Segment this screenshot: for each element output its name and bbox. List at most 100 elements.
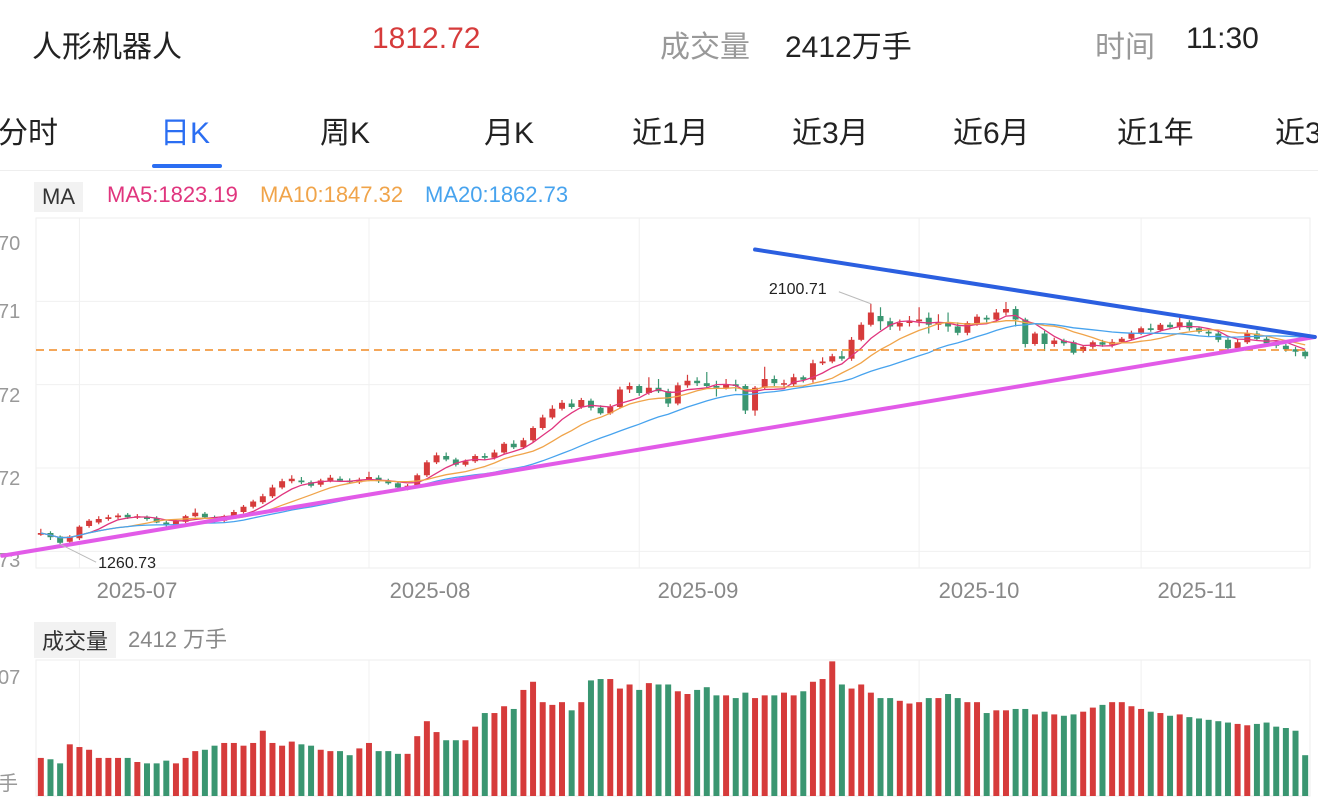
tab-1-month[interactable]: 近1月 bbox=[632, 117, 709, 150]
volume-bar bbox=[848, 688, 855, 796]
candle-body bbox=[1157, 324, 1164, 330]
volume-bar bbox=[443, 740, 450, 796]
volume-bar bbox=[742, 692, 749, 796]
volume-bars bbox=[37, 661, 1309, 796]
candle-body bbox=[365, 477, 372, 480]
volume-bar bbox=[144, 763, 150, 796]
volume-bar bbox=[1253, 723, 1260, 796]
volume-bar bbox=[655, 684, 662, 796]
candle-body bbox=[308, 482, 315, 486]
candle-body bbox=[385, 481, 392, 484]
candle-body bbox=[1128, 332, 1135, 339]
volume-bar bbox=[1282, 728, 1289, 796]
candle-body bbox=[1186, 322, 1193, 329]
candle-body bbox=[723, 384, 730, 388]
index-name: 人形机器人 bbox=[32, 31, 182, 64]
y-tick-label: 70 bbox=[0, 233, 20, 255]
tab-weekly-k[interactable]: 周K bbox=[320, 117, 371, 150]
candle-body bbox=[201, 513, 208, 518]
candle-body bbox=[1253, 333, 1260, 339]
volume-bar bbox=[761, 695, 768, 796]
candle-body bbox=[1224, 339, 1231, 349]
volume-bar bbox=[916, 702, 923, 796]
candle-body bbox=[230, 512, 237, 517]
tab-6-months[interactable]: 近6月 bbox=[953, 117, 1030, 150]
volume-bar bbox=[105, 757, 112, 796]
volume-bar bbox=[674, 691, 681, 796]
candle-body bbox=[57, 536, 64, 543]
candle-body bbox=[790, 377, 797, 385]
current-price: 1812.72 bbox=[372, 22, 481, 55]
tab-1-year[interactable]: 近1年 bbox=[1117, 117, 1194, 150]
volume-bar bbox=[1215, 721, 1222, 796]
candle-body bbox=[288, 478, 295, 482]
volume-bar bbox=[819, 679, 826, 796]
candle-body bbox=[1196, 328, 1202, 332]
volume-bar bbox=[269, 742, 276, 796]
overlays bbox=[0, 247, 1317, 563]
volume-bar bbox=[713, 695, 720, 796]
tab-daily-k[interactable]: 日K bbox=[160, 117, 211, 150]
price-grid bbox=[35, 217, 1311, 797]
volume-bar bbox=[153, 763, 160, 796]
ma5-line bbox=[40, 314, 1306, 539]
candle-body bbox=[1099, 342, 1106, 345]
candle-body bbox=[269, 487, 276, 497]
candle-body bbox=[47, 533, 54, 538]
volume-bar bbox=[703, 687, 710, 796]
candle-body bbox=[153, 518, 160, 523]
candle-body bbox=[1118, 338, 1125, 342]
candle-body bbox=[124, 514, 131, 518]
candle-body bbox=[414, 475, 421, 486]
x-tick-label: 2025-08 bbox=[390, 578, 471, 603]
candle-body bbox=[809, 363, 816, 380]
low-leader-line bbox=[59, 543, 97, 563]
volume-bar bbox=[1051, 714, 1058, 796]
candle-body bbox=[983, 317, 990, 320]
candle-body bbox=[433, 455, 440, 463]
candle-body bbox=[636, 386, 643, 393]
candle-body bbox=[1273, 343, 1280, 346]
active-tab-indicator bbox=[152, 164, 222, 168]
candle-body bbox=[925, 317, 932, 325]
candle-body bbox=[221, 516, 228, 521]
tab-3-months[interactable]: 近3月 bbox=[792, 117, 869, 150]
candle-body bbox=[587, 400, 594, 408]
y-tick-label: 71 bbox=[0, 301, 20, 323]
volume-bar bbox=[935, 698, 942, 796]
candle-body bbox=[1041, 333, 1048, 344]
tab-3-years[interactable]: 近3 bbox=[1275, 117, 1318, 150]
volume-bar bbox=[896, 700, 903, 796]
volume-bar bbox=[568, 710, 575, 796]
candle-body bbox=[674, 385, 681, 404]
candle-body bbox=[945, 323, 952, 327]
volume-bar bbox=[530, 681, 537, 796]
volume-bar bbox=[192, 751, 199, 796]
candle-body bbox=[501, 443, 508, 453]
volume-bar bbox=[954, 698, 961, 796]
volume-panel-label: 成交量 bbox=[34, 622, 117, 658]
volume-bar bbox=[1031, 714, 1038, 796]
candle-body bbox=[877, 316, 884, 322]
volume-bar bbox=[1070, 714, 1077, 796]
volume-bar bbox=[1109, 702, 1116, 796]
ma-badge[interactable]: MA bbox=[34, 182, 83, 212]
candle-body bbox=[964, 323, 971, 333]
candle-body bbox=[539, 417, 546, 428]
candle-body bbox=[1263, 338, 1270, 344]
candle-body bbox=[346, 480, 353, 483]
candle-body bbox=[182, 516, 189, 522]
volume-bar bbox=[636, 689, 643, 796]
volume-bar bbox=[1196, 718, 1202, 796]
tab-monthly-k[interactable]: 月K bbox=[484, 117, 535, 150]
ma10-line bbox=[40, 320, 1306, 539]
volume-bar bbox=[414, 736, 421, 796]
candle-body bbox=[1234, 342, 1241, 349]
candlesticks bbox=[37, 302, 1309, 545]
volume-bar bbox=[800, 691, 807, 796]
volume-bar bbox=[1263, 722, 1270, 796]
candle-body bbox=[520, 440, 527, 448]
x-tick-label: 2025-09 bbox=[658, 578, 739, 603]
volume-bar bbox=[626, 684, 633, 796]
tab-intraday[interactable]: 分时 bbox=[0, 117, 58, 150]
